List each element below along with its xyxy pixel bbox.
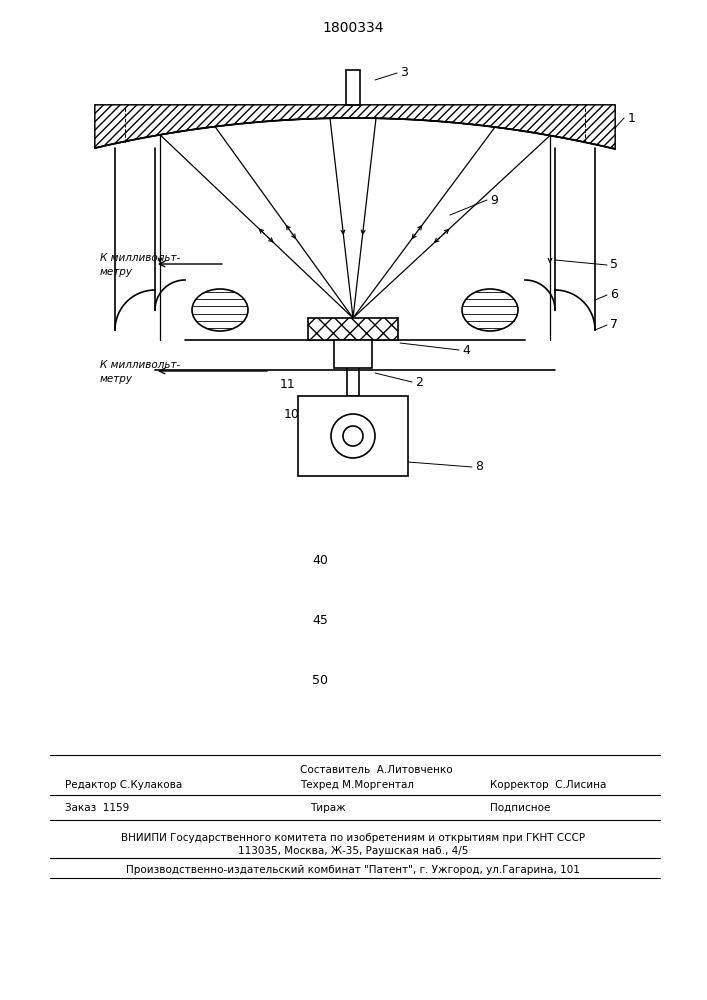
Text: К милливольт-: К милливольт- — [100, 360, 180, 370]
Text: Техред М.Моргентал: Техред М.Моргентал — [300, 780, 414, 790]
Bar — [346, 70, 360, 105]
Text: 11: 11 — [280, 378, 296, 391]
Text: Подписное: Подписное — [490, 803, 550, 813]
Text: 5: 5 — [610, 258, 618, 271]
Text: 3: 3 — [400, 66, 408, 80]
Text: Тираж: Тираж — [310, 803, 346, 813]
Text: ВНИИПИ Государственного комитета по изобретениям и открытиям при ГКНТ СССР: ВНИИПИ Государственного комитета по изоб… — [121, 833, 585, 843]
Text: 2: 2 — [415, 375, 423, 388]
Text: Производственно-издательский комбинат "Патент", г. Ужгород, ул.Гагарина, 101: Производственно-издательский комбинат "П… — [126, 865, 580, 875]
Text: 40: 40 — [312, 554, 328, 566]
Text: Заказ  1159: Заказ 1159 — [65, 803, 129, 813]
Text: 1: 1 — [628, 111, 636, 124]
Text: 113035, Москва, Ж-35, Раушская наб., 4/5: 113035, Москва, Ж-35, Раушская наб., 4/5 — [238, 846, 468, 856]
Text: метру: метру — [100, 267, 133, 277]
Text: К милливольт-: К милливольт- — [100, 253, 180, 263]
Text: метру: метру — [100, 374, 133, 384]
Text: 50: 50 — [312, 674, 328, 686]
Text: 7: 7 — [610, 318, 618, 332]
Text: 8: 8 — [475, 460, 483, 474]
Text: Редактор С.Кулакова: Редактор С.Кулакова — [65, 780, 182, 790]
Text: 6: 6 — [610, 288, 618, 302]
Bar — [334, 340, 372, 368]
Text: 4: 4 — [462, 344, 470, 357]
Text: 45: 45 — [312, 613, 328, 626]
Text: 10: 10 — [284, 408, 300, 422]
Bar — [298, 396, 408, 476]
Polygon shape — [95, 105, 615, 149]
Text: Корректор  С.Лисина: Корректор С.Лисина — [490, 780, 607, 790]
Text: Составитель  А.Литовченко: Составитель А.Литовченко — [300, 765, 452, 775]
Polygon shape — [308, 318, 398, 340]
Text: 1800334: 1800334 — [322, 21, 384, 35]
Text: 9: 9 — [490, 194, 498, 207]
